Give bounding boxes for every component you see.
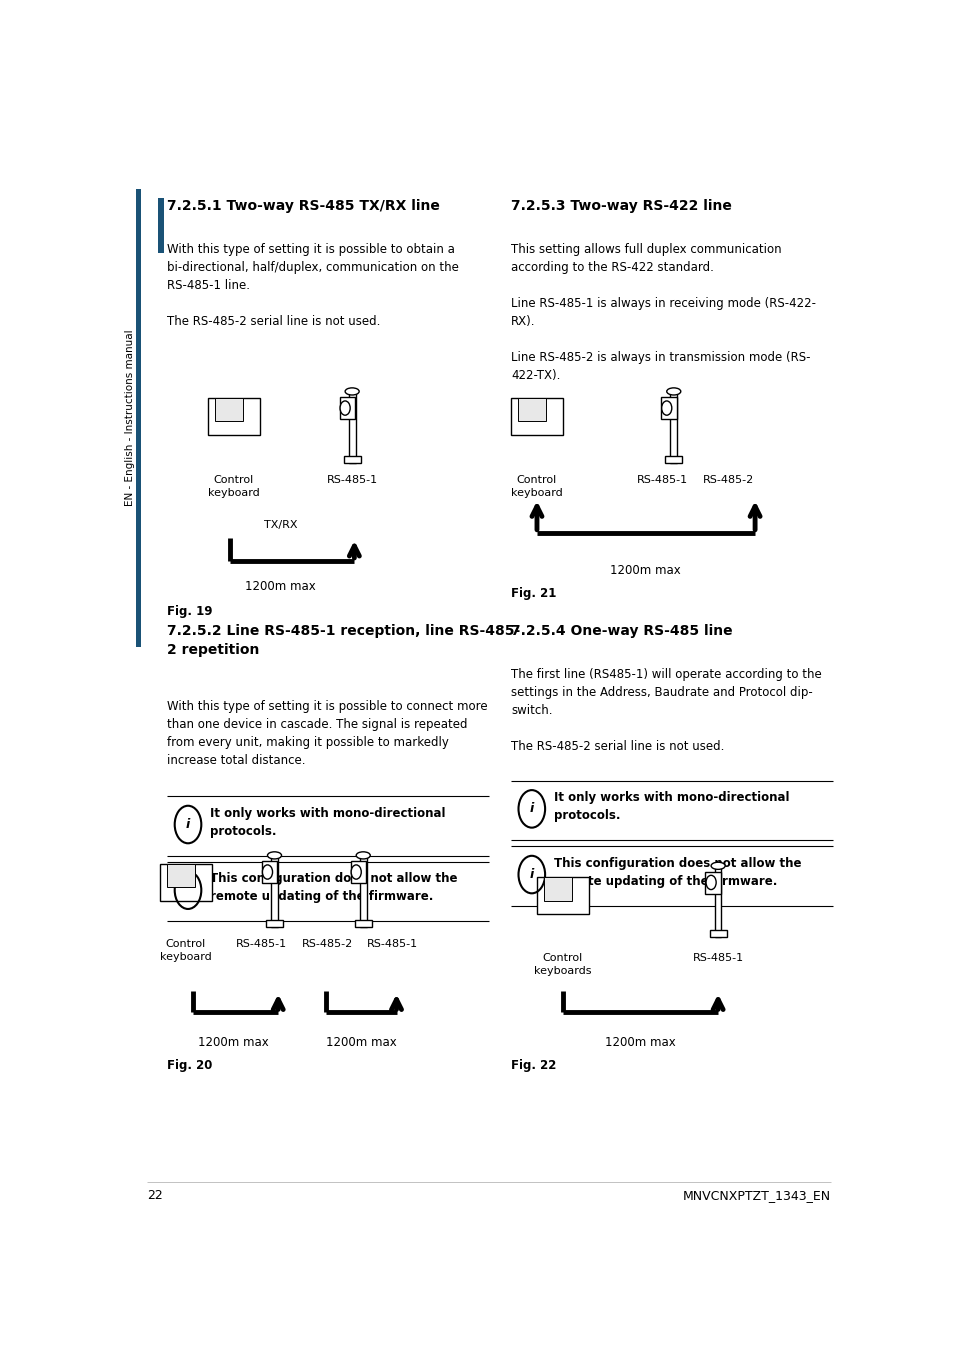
Circle shape bbox=[705, 875, 716, 890]
Ellipse shape bbox=[345, 387, 358, 395]
Text: 7.2.5.3 Two-way RS-422 line: 7.2.5.3 Two-way RS-422 line bbox=[511, 199, 731, 213]
Text: 1200m max: 1200m max bbox=[604, 1036, 675, 1049]
Text: 1200m max: 1200m max bbox=[245, 580, 315, 593]
Bar bbox=[359, 856, 366, 926]
Text: It only works with mono-directional
protocols.: It only works with mono-directional prot… bbox=[554, 791, 789, 822]
Circle shape bbox=[339, 401, 350, 416]
Circle shape bbox=[351, 865, 361, 879]
Text: RS-485-1: RS-485-1 bbox=[692, 953, 743, 963]
Text: Control
keyboard: Control keyboard bbox=[160, 940, 212, 963]
Ellipse shape bbox=[710, 862, 724, 869]
Bar bbox=[214, 398, 243, 421]
Circle shape bbox=[262, 865, 273, 879]
Bar bbox=[709, 930, 726, 937]
Text: 1200m max: 1200m max bbox=[198, 1036, 269, 1049]
Bar bbox=[350, 861, 366, 883]
Circle shape bbox=[661, 401, 671, 416]
Bar bbox=[167, 864, 195, 887]
Text: Control
keyboard: Control keyboard bbox=[208, 475, 259, 498]
Text: This setting allows full duplex communication
according to the RS-422 standard.
: This setting allows full duplex communic… bbox=[511, 242, 815, 382]
Text: 1200m max: 1200m max bbox=[326, 1036, 396, 1049]
Ellipse shape bbox=[666, 387, 680, 395]
Text: i: i bbox=[529, 803, 534, 815]
Bar bbox=[543, 877, 572, 900]
Bar bbox=[135, 188, 140, 647]
Text: 1200m max: 1200m max bbox=[610, 563, 680, 577]
Text: i: i bbox=[186, 818, 190, 831]
Bar bbox=[349, 391, 355, 463]
Bar bbox=[660, 397, 676, 420]
Text: Fig. 20: Fig. 20 bbox=[167, 1059, 213, 1072]
Bar bbox=[517, 398, 546, 421]
Bar bbox=[208, 398, 259, 435]
Text: The first line (RS485-1) will operate according to the
settings in the Address, : The first line (RS485-1) will operate ac… bbox=[511, 668, 821, 753]
Text: RS-485-1: RS-485-1 bbox=[367, 940, 418, 949]
Ellipse shape bbox=[267, 852, 281, 858]
Text: 22: 22 bbox=[147, 1189, 163, 1202]
Text: i: i bbox=[529, 868, 534, 881]
Text: 7.2.5.2 Line RS-485-1 reception, line RS-485-
2 repetition: 7.2.5.2 Line RS-485-1 reception, line RS… bbox=[167, 624, 520, 657]
Text: RS-485-2: RS-485-2 bbox=[302, 940, 353, 949]
Text: With this type of setting it is possible to obtain a
bi-directional, half/duplex: With this type of setting it is possible… bbox=[167, 242, 458, 328]
Text: Fig. 21: Fig. 21 bbox=[511, 586, 556, 600]
Text: RS-485-1: RS-485-1 bbox=[326, 475, 377, 485]
Bar bbox=[704, 872, 720, 894]
Text: Fig. 19: Fig. 19 bbox=[167, 604, 213, 617]
Bar bbox=[158, 198, 164, 253]
Bar bbox=[339, 397, 355, 420]
Bar bbox=[537, 877, 588, 914]
Bar bbox=[511, 398, 562, 435]
Text: TX/RX: TX/RX bbox=[263, 520, 297, 529]
Bar bbox=[271, 856, 277, 926]
Text: 7.2.5.1 Two-way RS-485 TX/RX line: 7.2.5.1 Two-way RS-485 TX/RX line bbox=[167, 199, 439, 213]
Text: This configuration does not allow the
remote updating of the firmware.: This configuration does not allow the re… bbox=[554, 857, 801, 888]
Text: i: i bbox=[186, 884, 190, 896]
Text: Control
keyboards: Control keyboards bbox=[534, 953, 591, 976]
Text: It only works with mono-directional
protocols.: It only works with mono-directional prot… bbox=[210, 807, 445, 838]
Bar bbox=[355, 919, 372, 926]
Bar bbox=[664, 455, 681, 463]
Bar bbox=[159, 864, 212, 900]
Ellipse shape bbox=[355, 852, 370, 858]
Text: RS-485-1: RS-485-1 bbox=[235, 940, 287, 949]
Text: Fig. 22: Fig. 22 bbox=[511, 1059, 556, 1072]
Text: RS-485-2: RS-485-2 bbox=[702, 475, 754, 485]
Text: RS-485-1: RS-485-1 bbox=[637, 475, 687, 485]
Bar bbox=[261, 861, 277, 883]
Text: This configuration does not allow the
remote updating of the firmware.: This configuration does not allow the re… bbox=[210, 872, 457, 903]
Text: MNVCNXPTZT_1343_EN: MNVCNXPTZT_1343_EN bbox=[681, 1189, 830, 1202]
Bar bbox=[670, 391, 677, 463]
Text: With this type of setting it is possible to connect more
than one device in casc: With this type of setting it is possible… bbox=[167, 700, 487, 768]
Text: Control
keyboard: Control keyboard bbox=[511, 475, 562, 498]
Text: EN - English - Instructions manual: EN - English - Instructions manual bbox=[125, 329, 134, 506]
Bar bbox=[266, 919, 283, 926]
Text: 7.2.5.4 One-way RS-485 line: 7.2.5.4 One-way RS-485 line bbox=[511, 624, 732, 638]
Bar bbox=[714, 865, 720, 937]
Bar bbox=[343, 455, 360, 463]
